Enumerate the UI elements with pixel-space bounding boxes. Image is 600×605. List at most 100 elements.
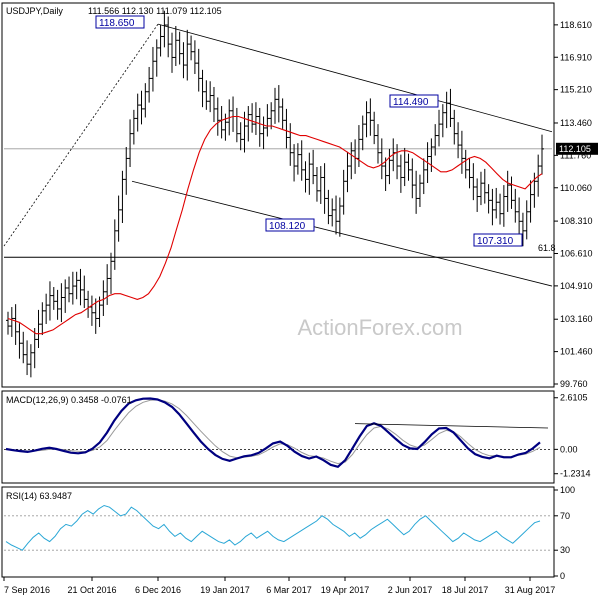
price-bar	[520, 212, 525, 247]
price-bar	[501, 185, 506, 227]
price-bar	[257, 107, 262, 147]
price-bar	[196, 48, 201, 92]
price-bar	[162, 10, 167, 48]
x-tick-label: 18 Jul 2017	[442, 585, 489, 595]
price-bar	[345, 151, 350, 193]
x-tick-label: 2 Jun 2017	[388, 585, 433, 595]
price-bar	[108, 252, 113, 294]
price-bar	[13, 304, 18, 345]
price-bar	[131, 109, 136, 145]
price-bar	[154, 39, 159, 77]
rsi-layer: 100 70 30 0	[4, 485, 575, 581]
price-bar	[421, 158, 426, 195]
macd-tick-label: 0.00	[560, 444, 578, 454]
price-bar	[417, 174, 422, 208]
current-price-label: 112.105	[559, 144, 591, 154]
price-tick-label: 103.160	[560, 314, 593, 324]
price-bar	[204, 80, 209, 110]
price-bar	[452, 109, 457, 145]
price-bar	[120, 170, 125, 224]
price-bar	[326, 189, 331, 225]
price-bar	[292, 144, 297, 182]
dotted-trend-line	[3, 23, 159, 247]
price-bars	[6, 10, 544, 378]
price-annotation-label: 107.310	[477, 236, 514, 247]
price-bar	[440, 104, 445, 138]
price-tick-label: 116.910	[560, 52, 592, 62]
price-annotation-box	[265, 218, 315, 232]
moving-average	[7, 115, 543, 335]
price-bar	[402, 147, 407, 187]
price-bar	[337, 197, 342, 237]
price-tick-label: 111.760	[560, 150, 591, 160]
price-bar	[170, 32, 175, 73]
price-bar	[116, 195, 121, 242]
price-bar	[32, 327, 37, 369]
price-bar	[433, 124, 438, 156]
price-tick-label: 115.210	[560, 85, 592, 95]
price-bar	[25, 340, 30, 376]
price-bar	[414, 170, 419, 214]
price-bar	[200, 69, 205, 108]
price-bar	[135, 93, 140, 132]
price-annotation-box	[473, 233, 523, 247]
price-bar	[509, 176, 514, 209]
price-bar	[189, 35, 194, 61]
price-bar	[463, 149, 468, 179]
price-tick-label: 101.460	[560, 347, 593, 357]
watermark: ActionForex.com	[297, 315, 462, 340]
price-bar	[185, 29, 190, 81]
price-bar	[349, 142, 354, 180]
price-bar	[478, 171, 483, 206]
sma-line	[7, 115, 543, 335]
price-bar	[78, 268, 83, 306]
macd-tick-label: 2.6105	[560, 393, 588, 403]
price-annotation-label: 108.120	[269, 221, 306, 232]
price-annotation-box	[95, 15, 145, 29]
price-bar	[284, 108, 289, 149]
price-bar	[482, 168, 487, 204]
x-tick-label: 7 Sep 2016	[4, 585, 50, 595]
price-bar	[311, 149, 316, 185]
price-bar	[101, 280, 106, 316]
macd-layer: 2.6105 0.00 -1.2314	[4, 393, 591, 479]
price-bar	[299, 140, 304, 181]
price-bar	[318, 166, 323, 204]
price-bar	[494, 187, 499, 219]
price-bar	[97, 296, 102, 328]
price-bar	[82, 275, 87, 308]
price-bar	[211, 86, 216, 123]
x-tick-label: 6 Dec 2016	[135, 585, 181, 595]
price-tick-label: 118.610	[560, 20, 592, 30]
macd-tick-label: -1.2314	[560, 469, 591, 479]
resistance-trend-line	[157, 23, 553, 133]
price-bar	[21, 331, 26, 364]
price-bar	[372, 111, 377, 145]
price-bar	[181, 42, 186, 79]
rsi-label: RSI(14) 63.9487	[6, 491, 72, 501]
price-y-axis: 118.610 116.910 115.210 113.460 111.760 110.0…	[554, 20, 593, 389]
price-bar	[360, 115, 365, 151]
rsi-tick-label: 100	[560, 485, 575, 495]
price-bar	[398, 154, 403, 193]
price-bar	[368, 98, 373, 136]
price-bar	[246, 106, 251, 142]
price-bar	[524, 200, 529, 240]
rsi-tick-label: 0	[560, 571, 565, 581]
price-bar	[295, 143, 300, 175]
support-trend-line	[131, 180, 553, 287]
price-bar	[459, 130, 464, 174]
fib-label: 61.8	[538, 243, 556, 253]
price-bar	[375, 124, 380, 164]
price-bar	[28, 344, 33, 378]
price-bar	[215, 97, 220, 136]
price-annotation-label: 114.490	[393, 97, 429, 108]
macd-trend-line	[354, 423, 549, 429]
price-bar	[93, 298, 98, 334]
price-panel-frame	[1, 2, 555, 388]
price-bar	[498, 193, 503, 225]
price-bar	[330, 198, 335, 227]
price-bar	[128, 119, 133, 167]
macd-line	[5, 397, 541, 469]
